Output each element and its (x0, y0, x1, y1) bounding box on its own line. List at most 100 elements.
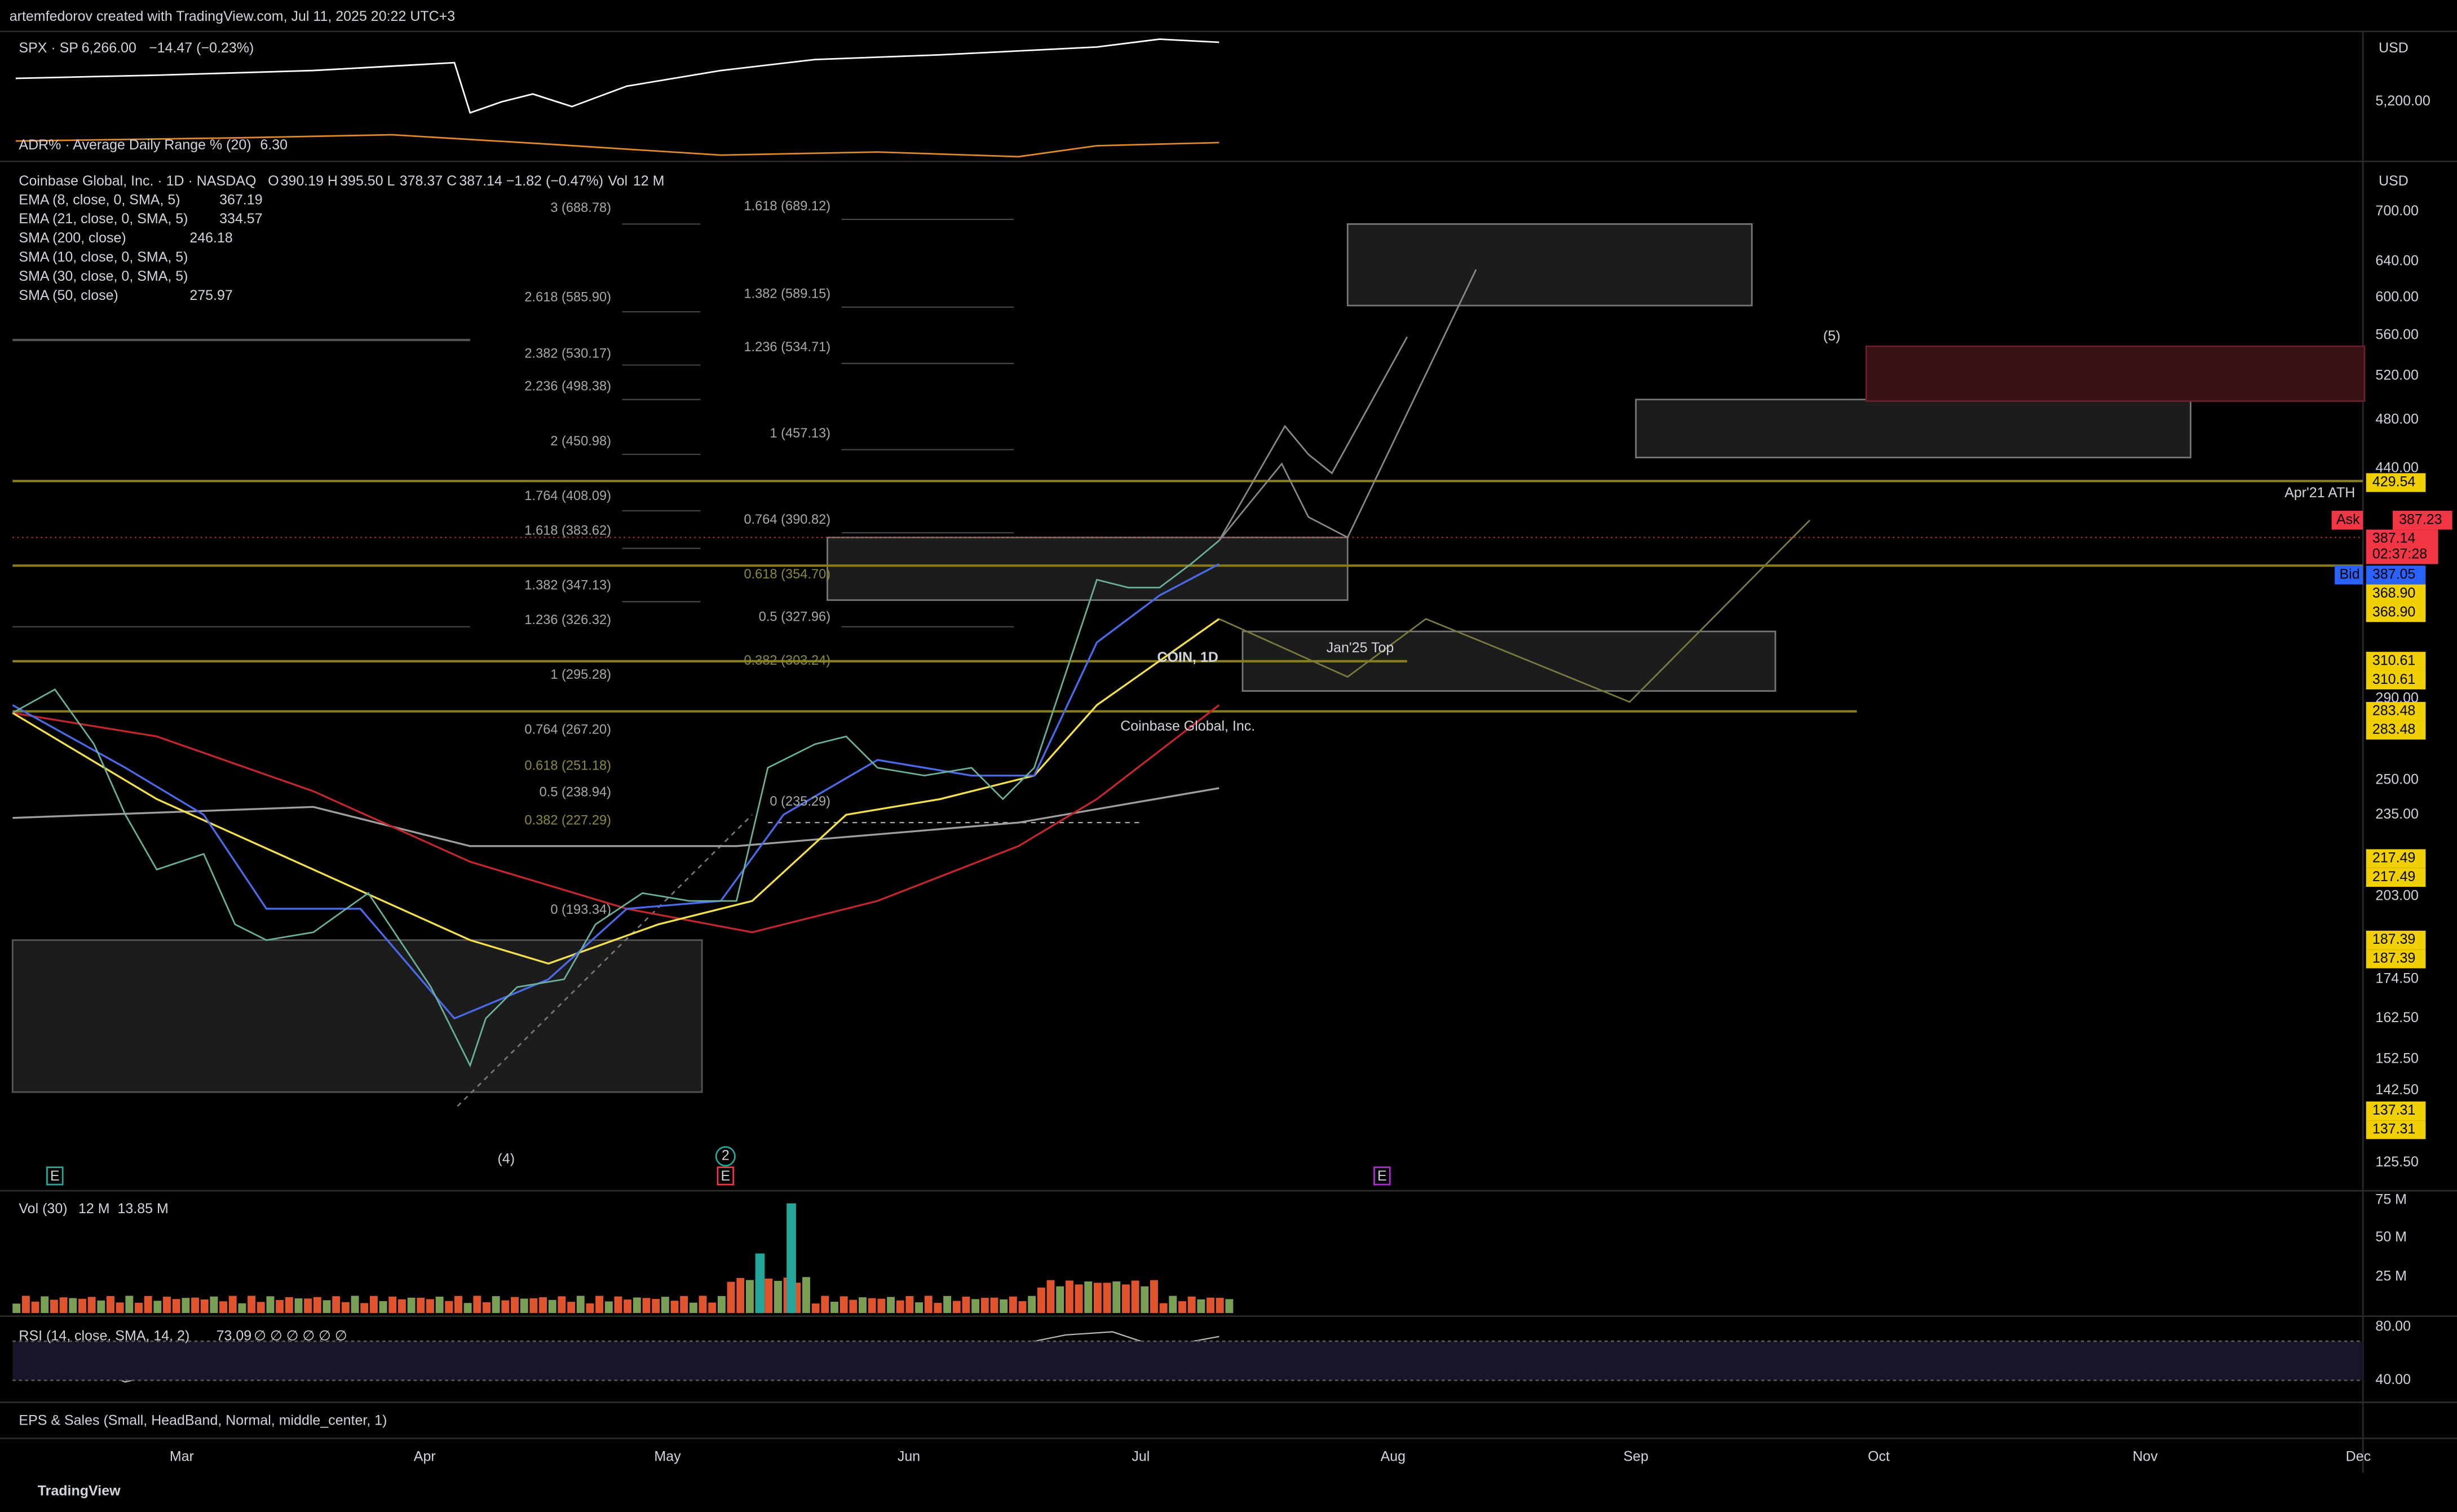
time-tick: May (654, 1448, 681, 1464)
price-tick: 162.50 (2375, 1010, 2418, 1025)
price-tick: 142.50 (2375, 1082, 2418, 1098)
fib-label: 0 (235.29) (770, 794, 830, 809)
fib-label: 0 (193.34) (550, 903, 611, 917)
volume-bar (774, 1280, 782, 1314)
time-tick: Apr (414, 1448, 436, 1464)
fib-label: 2.382 (530.17) (524, 346, 611, 361)
volume-bar (417, 1297, 425, 1314)
volume-bar (445, 1301, 453, 1314)
volume-bar (200, 1299, 209, 1314)
time-tick: Jun (898, 1448, 920, 1464)
volume-bar (322, 1300, 331, 1314)
time-tick: Oct (1868, 1448, 1890, 1464)
volume-bar (849, 1299, 858, 1314)
volume-bar (567, 1302, 576, 1314)
label: SMA (30, close, 0, SMA, 5) (19, 268, 188, 284)
label: Vol (608, 173, 627, 189)
price-badge (2366, 473, 2426, 492)
label: 378.37 (400, 173, 443, 189)
volume-bar (332, 1296, 341, 1314)
volume-bar (1075, 1284, 1083, 1314)
label: 390.19 (281, 173, 324, 189)
fib-label: 1.618 (383.62) (524, 523, 611, 538)
fib-label: 1.382 (589.15) (744, 287, 830, 302)
price-tick: 174.50 (2375, 971, 2418, 987)
volume-bars (12, 1203, 1234, 1314)
label: SMA (200, close) (19, 230, 126, 246)
fib-label: 0.618 (251.18) (524, 758, 611, 773)
volume-bar (548, 1299, 556, 1314)
volume-bar (276, 1299, 284, 1314)
fib-label: 0.764 (390.82) (744, 512, 830, 527)
volume-spike (755, 1253, 765, 1314)
rsi-tick: 40.00 (2375, 1372, 2411, 1387)
price-tick: 640.00 (2375, 253, 2418, 269)
volume-bar (191, 1297, 200, 1314)
volume-bar (228, 1296, 237, 1314)
volume-bar (520, 1298, 528, 1314)
volume-bar (745, 1280, 754, 1314)
volume-bar (379, 1301, 387, 1314)
volume-bar (41, 1296, 49, 1314)
label: (4) (497, 1151, 515, 1166)
price-badge-label: 217.49 (2372, 869, 2415, 885)
earnings-label: E (1377, 1168, 1387, 1184)
label: Apr'21 ATH (2284, 485, 2355, 501)
time-tick: Sep (1623, 1448, 1648, 1464)
volume-bar (1112, 1281, 1121, 1314)
volume-bar (1225, 1299, 1234, 1314)
price-tick: 520.00 (2375, 368, 2418, 383)
price-badge (2366, 949, 2426, 969)
fib-label: 0.5 (238.94) (540, 785, 611, 800)
label: 6,266.00 (82, 40, 136, 56)
price-badge (2366, 652, 2426, 671)
volume-bar (1103, 1283, 1111, 1314)
price-tick: 440.00 (2375, 460, 2418, 476)
volume-bar (285, 1297, 293, 1314)
price-badge-label: 387.05 (2372, 567, 2415, 582)
label: C (447, 173, 457, 189)
volume-bar (116, 1302, 124, 1314)
label: artemfedorov created with TradingView.co… (10, 8, 455, 24)
volume-bar (699, 1296, 707, 1314)
volume-bar (859, 1297, 867, 1314)
volume-bar (971, 1299, 980, 1314)
volume-bar (529, 1298, 538, 1314)
volume-bar (1122, 1284, 1130, 1314)
volume-bar (680, 1296, 688, 1314)
volume-bar (624, 1299, 632, 1314)
fib-label: 2.236 (498.38) (524, 379, 611, 394)
time-tick: Aug (1381, 1448, 1406, 1464)
volume-bar (107, 1296, 114, 1314)
label: 13.85 M (117, 1201, 168, 1217)
label: Ask (2336, 511, 2360, 527)
label: TradingView (38, 1483, 121, 1498)
price-badge-label: 187.39 (2372, 950, 2415, 966)
label: 395.50 (340, 173, 383, 189)
label: 246.18 (189, 230, 232, 246)
price-badge-label: 283.48 (2372, 702, 2415, 718)
volume-bar (727, 1281, 735, 1314)
volume-bar (689, 1302, 697, 1314)
volume-bar (642, 1298, 651, 1314)
label: SMA (50, close) (19, 288, 118, 303)
volume-tick: 50 M (2375, 1229, 2407, 1245)
label: Coinbase Global, Inc. · 1D · NASDAQ (19, 173, 256, 189)
volume-spike (786, 1203, 796, 1314)
fib-label: 3 (688.78) (550, 201, 611, 215)
label: L (387, 173, 395, 189)
volume-bar (351, 1296, 359, 1314)
price-tick: 600.00 (2375, 289, 2418, 305)
earnings-marker (46, 1166, 64, 1186)
fib-label: 1.382 (347.13) (524, 578, 611, 593)
price-badge (2366, 565, 2426, 585)
volume-bar (1065, 1280, 1073, 1314)
volume-bar (341, 1302, 350, 1314)
wave-marker (715, 1146, 736, 1167)
volume-bar (811, 1303, 820, 1314)
earnings-label: E (721, 1168, 731, 1184)
price-badge-label: 137.31 (2372, 1121, 2415, 1137)
volume-bar (369, 1296, 378, 1314)
volume-bar (12, 1303, 21, 1314)
